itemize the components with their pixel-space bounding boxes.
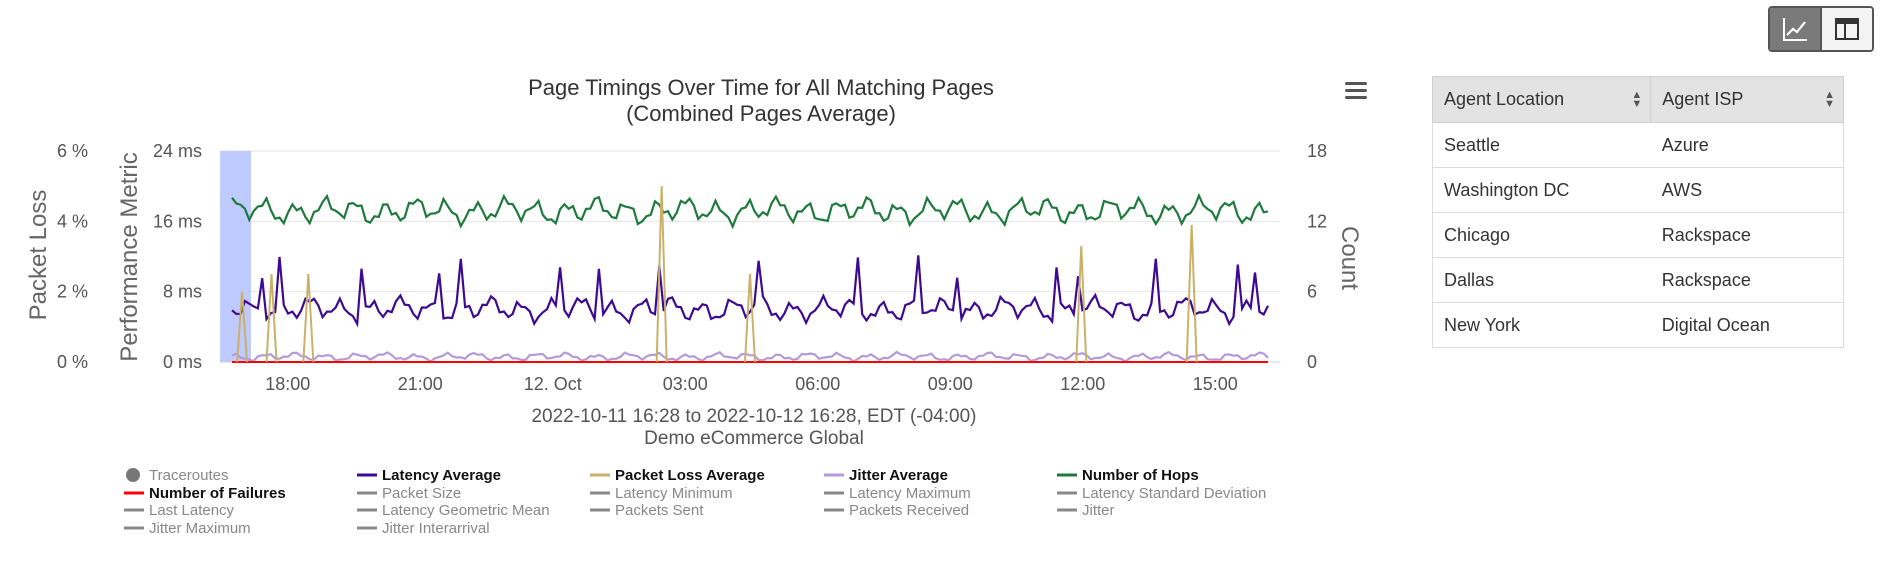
view-toggle	[1768, 6, 1874, 52]
performance-tick-label: 0 ms	[163, 352, 202, 372]
legend-label: Packet Size	[382, 485, 461, 502]
legend-label: Jitter	[1082, 502, 1115, 519]
legend-label: Latency Maximum	[849, 485, 971, 502]
legend-label: Latency Minimum	[615, 485, 733, 502]
packet-loss-tick-label: 0 %	[57, 352, 88, 372]
agent-isp-cell: Rackspace	[1650, 212, 1844, 258]
count-tick-label: 18	[1307, 141, 1327, 161]
highlight-band	[220, 151, 251, 362]
legend-label: Packet Loss Average	[615, 467, 765, 484]
count-tick-label: 6	[1307, 282, 1317, 302]
series-line	[231, 255, 1269, 328]
table-row[interactable]: New York Digital Ocean	[1431, 302, 1844, 348]
legend-label: Last Latency	[149, 502, 235, 519]
performance-tick-label: 16 ms	[153, 211, 202, 231]
x-tick-label: 21:00	[398, 374, 443, 394]
series-line	[231, 192, 1269, 230]
count-tick-label: 0	[1307, 352, 1317, 372]
agent-isp-cell: Azure	[1650, 122, 1844, 168]
x-tick-label: 09:00	[928, 374, 973, 394]
table-row[interactable]: Seattle Azure	[1431, 122, 1844, 168]
legend-label: Jitter Average	[849, 467, 948, 484]
agent-location-cell: Seattle	[1431, 122, 1651, 168]
legend-label: Jitter Maximum	[149, 520, 251, 537]
packet-loss-tick-label: 4 %	[57, 211, 88, 231]
x-tick-label: 18:00	[265, 374, 310, 394]
packet-loss-spike	[1075, 245, 1088, 363]
chart-caption: Demo eCommerce Global	[644, 428, 864, 449]
legend-label: Packets Sent	[615, 502, 704, 519]
chart-title: Page Timings Over Time for All Matching …	[528, 75, 994, 100]
line-chart-icon	[1783, 18, 1807, 41]
agent-isp-cell: Rackspace	[1650, 257, 1844, 303]
chart-view-button[interactable]	[1770, 8, 1820, 50]
performance-tick-label: 8 ms	[163, 282, 202, 302]
legend-label: Latency Geometric Mean	[382, 502, 550, 519]
table-row[interactable]: Chicago Rackspace	[1431, 212, 1844, 258]
packet-loss-tick-label: 2 %	[57, 282, 88, 302]
packet-loss-spike	[744, 274, 756, 363]
count-axis-title: Count	[1336, 226, 1363, 290]
agent-table: Agent Location ▲ ▼ Agent ISP ▲ ▼ Seattle A…	[1431, 76, 1844, 348]
legend-label: Latency Average	[382, 467, 501, 484]
table-row[interactable]: Dallas Rackspace	[1431, 257, 1844, 303]
packet-loss-spike	[655, 186, 668, 363]
x-tick-label: 03:00	[663, 374, 708, 394]
agent-isp-header[interactable]: Agent ISP ▲ ▼	[1650, 76, 1844, 123]
agent-location-cell: Washington DC	[1431, 167, 1651, 213]
table-layout-icon	[1835, 18, 1859, 40]
chart-subtitle: (Combined Pages Average)	[626, 101, 896, 126]
legend-label: Latency Standard Deviation	[1082, 485, 1266, 502]
legend-label: Packets Received	[849, 502, 969, 519]
series-line	[231, 350, 1269, 363]
agent-location-cell: New York	[1431, 302, 1651, 348]
legend-label: Traceroutes	[149, 467, 228, 484]
performance-axis-title: Performance Metric	[116, 152, 143, 361]
agent-location-header[interactable]: Agent Location ▲ ▼	[1431, 76, 1652, 123]
packet-loss-spike	[302, 274, 315, 363]
agent-location-cell: Dallas	[1431, 257, 1651, 303]
x-tick-label: 15:00	[1193, 374, 1238, 394]
chart-menu-icon[interactable]	[1345, 82, 1367, 102]
performance-tick-label: 24 ms	[153, 141, 202, 161]
chart: 6 % 24 ms 18 4 % 16 ms 12 2 % 8 ms 6 0 % 0 ms 0 18:0…	[25, 75, 1363, 537]
legend-label: Jitter Interarrival	[382, 520, 490, 537]
legend-marker	[126, 468, 140, 482]
agent-isp-cell: Digital Ocean	[1650, 302, 1844, 348]
packet-loss-spike	[236, 291, 249, 363]
date-range-label: 2022-10-11 16:28 to 2022-10-12 16:28, ED…	[531, 406, 976, 427]
agent-location-cell: Chicago	[1431, 212, 1651, 258]
x-tick-label: 12. Oct	[524, 374, 582, 394]
sort-icon[interactable]: ▲ ▼	[1631, 88, 1643, 110]
x-tick-label: 06:00	[795, 374, 840, 394]
legend-label: Number of Failures	[149, 485, 286, 502]
count-tick-label: 12	[1307, 211, 1327, 231]
sort-icon[interactable]: ▲ ▼	[1824, 88, 1835, 110]
packet-loss-axis-title: Packet Loss	[25, 190, 52, 321]
x-tick-label: 12:00	[1060, 374, 1105, 394]
legend-label: Number of Hops	[1082, 467, 1199, 484]
packet-loss-spike	[265, 274, 278, 363]
packet-loss-tick-label: 6 %	[57, 141, 88, 161]
packet-loss-spike	[1185, 224, 1198, 363]
table-row[interactable]: Washington DC AWS	[1431, 167, 1844, 213]
table-view-button[interactable]	[1820, 8, 1872, 50]
agent-isp-cell: AWS	[1650, 167, 1844, 213]
